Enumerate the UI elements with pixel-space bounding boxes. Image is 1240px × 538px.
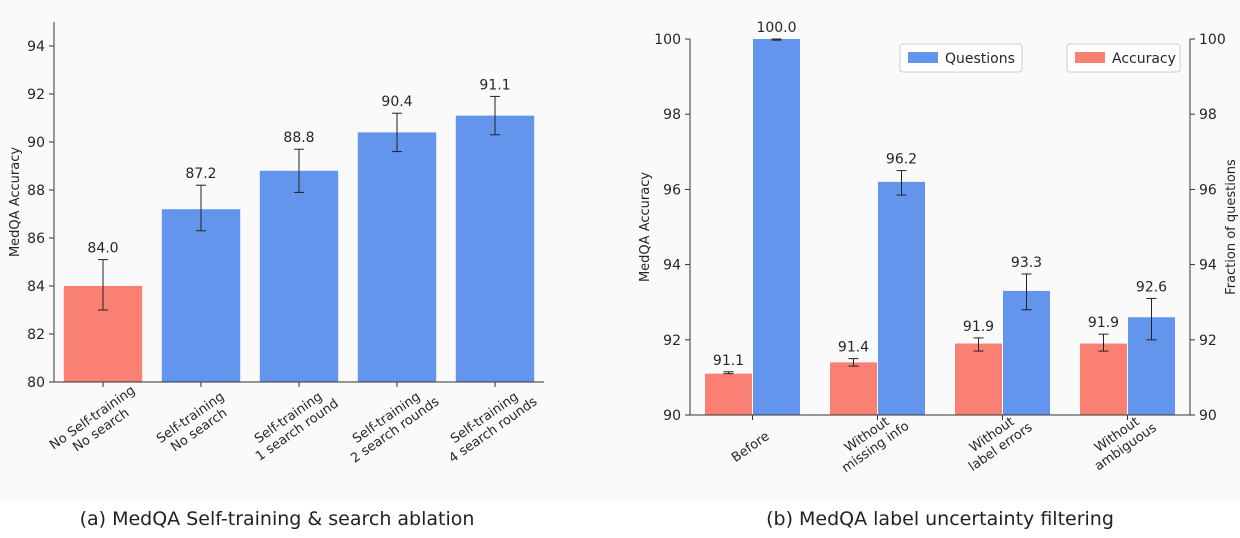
y-tick-label-b-right-5: 100 xyxy=(1199,32,1226,48)
data-label-a-2: 88.8 xyxy=(283,130,314,146)
data-label-b-questions-1: 96.2 xyxy=(886,152,917,168)
y-axis-label-b-right: Fraction of questions xyxy=(1224,159,1239,295)
data-label-a-3: 90.4 xyxy=(381,94,412,110)
y-axis-label-b-left: MedQA Accuracy xyxy=(638,172,653,282)
data-label-b-accuracy-0: 91.1 xyxy=(713,353,744,369)
bar-b-accuracy-2 xyxy=(955,343,1002,415)
bar-a-3 xyxy=(357,132,437,382)
bar-b-questions-0 xyxy=(753,39,800,415)
bar-b-accuracy-1 xyxy=(830,362,877,415)
data-label-b-accuracy-2: 91.9 xyxy=(963,319,994,335)
y-axis-label-a: MedQA Accuracy xyxy=(8,147,23,257)
y-tick-label-a-2: 84 xyxy=(27,279,45,295)
y-tick-label-a-1: 82 xyxy=(27,327,45,343)
y-tick-label-b-right-4: 98 xyxy=(1199,107,1217,123)
data-label-a-1: 87.2 xyxy=(185,166,216,182)
y-tick-label-b-left-2: 94 xyxy=(663,258,681,274)
legend-box-questions xyxy=(899,43,1023,73)
y-tick-label-b-left-3: 96 xyxy=(663,182,681,198)
y-tick-label-b-right-2: 94 xyxy=(1199,258,1217,274)
bar-b-accuracy-0 xyxy=(705,373,752,415)
data-label-b-questions-2: 93.3 xyxy=(1011,255,1042,271)
y-tick-label-b-right-3: 96 xyxy=(1199,182,1217,198)
data-label-b-questions-0: 100.0 xyxy=(756,20,796,36)
y-tick-label-b-left-5: 100 xyxy=(654,32,681,48)
legend-swatch-accuracy xyxy=(1075,52,1105,63)
y-tick-label-b-right-0: 90 xyxy=(1199,408,1217,424)
data-label-b-accuracy-1: 91.4 xyxy=(838,340,869,356)
legend-label-questions: Questions xyxy=(945,51,1015,67)
legend-box-accuracy xyxy=(1066,43,1181,73)
y-tick-label-a-5: 90 xyxy=(27,135,45,151)
data-label-b-questions-3: 92.6 xyxy=(1136,279,1167,295)
data-label-a-0: 84.0 xyxy=(87,241,118,257)
caption-b: (b) MedQA label uncertainty filtering xyxy=(766,508,1114,530)
bar-b-accuracy-3 xyxy=(1080,343,1127,415)
bar-a-2 xyxy=(259,170,339,382)
y-tick-label-a-0: 80 xyxy=(27,375,45,391)
y-tick-label-a-4: 88 xyxy=(27,183,45,199)
y-tick-label-a-7: 94 xyxy=(27,39,45,55)
y-tick-label-a-3: 86 xyxy=(27,231,45,247)
data-label-b-accuracy-3: 91.9 xyxy=(1088,315,1119,331)
legend-label-accuracy: Accuracy xyxy=(1112,51,1176,67)
caption-a: (a) MedQA Self-training & search ablatio… xyxy=(79,508,475,530)
y-tick-label-b-left-4: 98 xyxy=(663,107,681,123)
y-tick-label-b-right-1: 92 xyxy=(1199,333,1217,349)
y-tick-label-b-left-1: 92 xyxy=(663,333,681,349)
y-tick-label-a-6: 92 xyxy=(27,87,45,103)
data-label-a-4: 91.1 xyxy=(479,77,510,93)
bar-b-questions-2 xyxy=(1003,290,1050,415)
bar-a-1 xyxy=(161,209,241,382)
bar-b-questions-1 xyxy=(878,181,925,415)
legend-swatch-questions xyxy=(908,52,938,63)
bar-a-4 xyxy=(455,115,535,382)
y-tick-label-b-left-0: 90 xyxy=(663,408,681,424)
